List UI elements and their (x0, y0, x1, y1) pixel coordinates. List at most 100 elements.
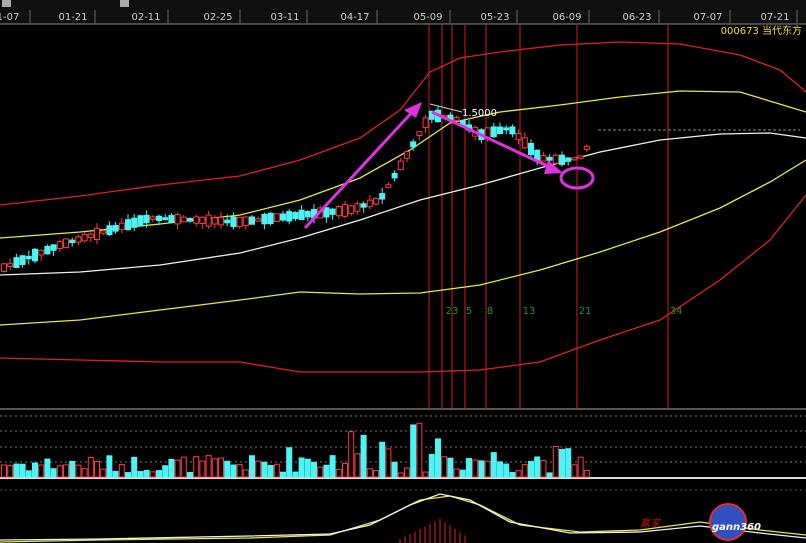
candle-body (267, 212, 274, 225)
volume-bar (180, 456, 187, 478)
candle-body (366, 199, 373, 208)
toolbar-icon[interactable] (120, 0, 129, 7)
candle-body (404, 151, 410, 159)
volume-bar (44, 458, 51, 478)
date-label: 03-11 (270, 12, 299, 23)
volume-bar (162, 465, 169, 478)
candle-body (149, 216, 156, 220)
arrow-head (544, 160, 563, 174)
volume-bar (255, 460, 262, 478)
volume-bar (304, 458, 311, 478)
toolbar-icon[interactable] (2, 0, 11, 7)
volume-bar (242, 469, 249, 478)
volume-bar (428, 453, 435, 478)
candle-body (509, 126, 516, 135)
candle-body (187, 217, 193, 222)
candle-body (106, 225, 113, 236)
volume-bar (447, 457, 454, 478)
date-label: 05-23 (480, 12, 509, 23)
volume-bar (397, 472, 404, 478)
cycle-number: 34 (670, 306, 683, 317)
candle-body (13, 257, 20, 268)
volume-bar (143, 469, 150, 478)
date-label: 01-21 (58, 12, 87, 23)
candle-body (218, 216, 224, 226)
watermark-brand: gann360 (712, 522, 761, 533)
candle-body (565, 157, 572, 162)
volume-bar (137, 471, 144, 478)
watermark-logo (709, 503, 747, 541)
volume-bar (509, 472, 516, 478)
candle-body (100, 230, 107, 234)
cycle-number: 5 (466, 306, 472, 317)
candle-body (571, 157, 578, 161)
date-label: 07-07 (693, 12, 722, 23)
candle-body (360, 203, 367, 208)
date-label: 02-25 (203, 12, 232, 23)
volume-bar (187, 471, 193, 478)
volume-bar (577, 456, 584, 478)
candle-body (63, 238, 69, 248)
candle-body (131, 217, 138, 228)
volume-bar (391, 461, 398, 478)
candle-body (379, 193, 386, 200)
volume-bar (205, 455, 212, 478)
volume-bar (571, 464, 578, 478)
volume-bar (280, 471, 286, 478)
volume-bar (249, 455, 255, 478)
candle-body (410, 141, 417, 148)
candle-body (298, 209, 305, 220)
candle-body (19, 255, 26, 265)
volume-bar (81, 468, 88, 478)
candle-body (397, 160, 404, 171)
candle-body (335, 206, 342, 217)
stock-label: 000673 当代东方 (721, 24, 802, 37)
volume-bar (528, 460, 534, 478)
volume-bar (360, 434, 367, 478)
volume-bar (385, 448, 392, 478)
volume-bar (125, 472, 131, 478)
volume-bar (168, 458, 175, 478)
date-label: 1-07 (0, 12, 19, 23)
volume-bar (131, 456, 138, 478)
candle-body (199, 216, 206, 224)
volume-bar (211, 458, 218, 478)
candle-body (292, 212, 299, 220)
candle-body (38, 249, 45, 256)
volume-bar (174, 459, 181, 478)
volume-bar (552, 445, 559, 478)
indicator-line (0, 493, 806, 541)
date-label: 06-23 (622, 12, 651, 23)
candle-body (205, 214, 212, 227)
candle-body (255, 218, 262, 222)
volume-bar (323, 464, 330, 478)
candle-body (81, 233, 88, 242)
candle-body (56, 241, 63, 249)
candle-body (168, 215, 175, 223)
volume-bar (379, 441, 386, 478)
candle-body (428, 110, 435, 120)
candle-body (490, 126, 497, 138)
candle-body (32, 248, 38, 262)
volume-bar (69, 460, 76, 478)
volume-bar (25, 470, 32, 478)
volume-bar (292, 471, 299, 478)
volume-bar (7, 465, 14, 478)
candle-body (354, 203, 361, 212)
candle-body (236, 216, 243, 228)
volume-bar (497, 461, 503, 478)
cycle-number: 8 (487, 306, 493, 317)
candle-body (583, 145, 590, 150)
band-lower-outer (0, 194, 806, 373)
volume-bar (404, 467, 410, 478)
candle-body (242, 216, 249, 227)
volume-bar (224, 460, 231, 478)
candle-body (249, 216, 255, 225)
label-leader (429, 103, 463, 113)
volume-bar (459, 469, 466, 478)
volume-bar (503, 463, 510, 478)
cycle-number: 13 (523, 306, 536, 317)
candle-body (373, 198, 379, 205)
volume-bar (193, 456, 200, 478)
